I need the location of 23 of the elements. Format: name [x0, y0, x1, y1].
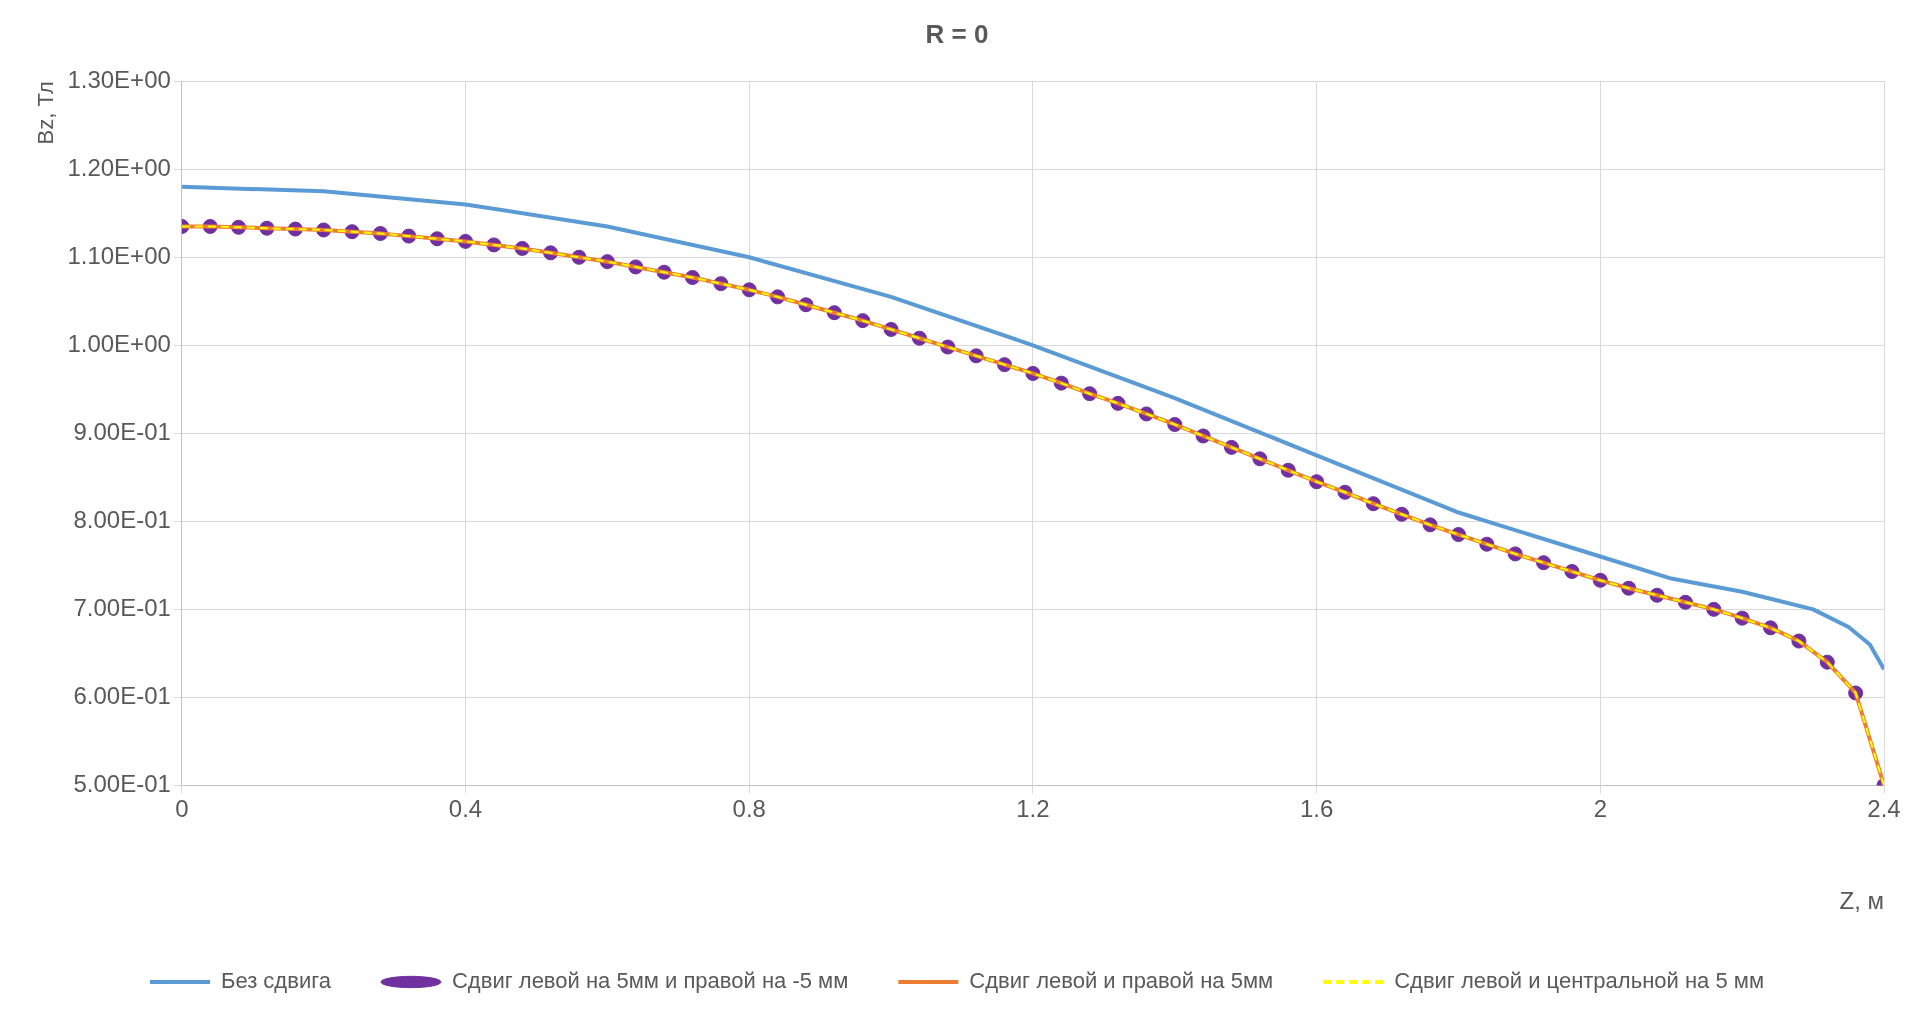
legend-label: Сдвиг левой на 5мм и правой на -5 мм	[451, 968, 849, 994]
legend-label: Сдвиг левой и центральной на 5 мм	[1394, 968, 1765, 994]
x-tick-label: 1.2	[1016, 795, 1050, 823]
y-tick-label: 7.00E-01	[73, 593, 171, 621]
x-tick-label: 1.6	[1299, 795, 1334, 823]
legend-label: Без сдвига	[220, 968, 332, 994]
y-axis-title: Bz, Тл	[33, 81, 59, 145]
y-tick-label: 1.30E+00	[67, 65, 171, 93]
chart-title: R = 0	[925, 18, 989, 49]
y-tick-label: 5.00E-01	[73, 770, 171, 798]
y-tick-label: 6.00E-01	[73, 682, 171, 709]
x-tick-label: 2.4	[1867, 795, 1901, 823]
y-tick-label: 1.20E+00	[67, 153, 171, 181]
x-tick-label: 2	[1593, 795, 1607, 823]
y-tick-label: 1.00E+00	[67, 329, 171, 357]
legend-label: Сдвиг левой и правой на 5мм	[969, 968, 1274, 994]
y-tick-label: 8.00E-01	[73, 505, 171, 533]
x-tick-label: 0.8	[732, 795, 766, 823]
y-tick-label: 9.00E-01	[73, 417, 171, 445]
x-tick-label: 0.4	[448, 795, 483, 823]
x-tick-label: 0	[175, 795, 189, 823]
x-axis-title: Z, м	[1839, 887, 1884, 915]
y-tick-label: 1.10E+00	[67, 241, 171, 269]
